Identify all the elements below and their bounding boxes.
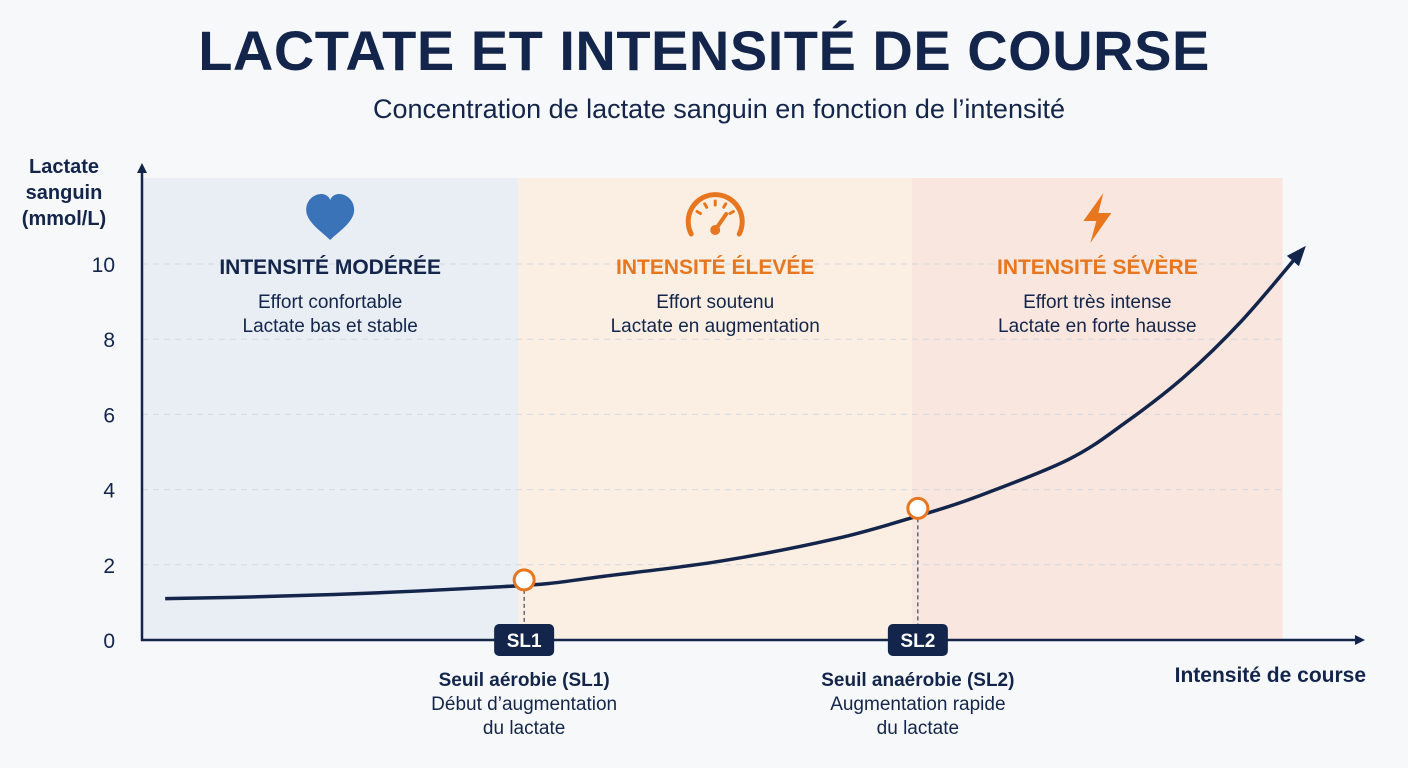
bolt-shape xyxy=(1083,193,1112,243)
zone-title: INTENSITÉ MODÉRÉE xyxy=(219,256,441,279)
y-tick-label: 6 xyxy=(103,404,115,427)
zone-description: Effort très intense xyxy=(1023,292,1172,313)
gauge-arc xyxy=(685,192,745,237)
zone-description: Lactate bas et stable xyxy=(243,316,418,337)
y-tick-label: 8 xyxy=(103,329,115,352)
y-axis-label: Lactate xyxy=(29,156,99,178)
y-tick-label: 4 xyxy=(103,480,115,503)
zone-description: Lactate en augmentation xyxy=(611,316,820,337)
chart-title: LACTATE ET INTENSITÉ DE COURSE xyxy=(198,19,1210,82)
threshold-badge-label: SL2 xyxy=(900,631,935,652)
threshold-marker xyxy=(906,496,930,520)
threshold-badge xyxy=(887,624,948,656)
zone-background xyxy=(142,178,519,640)
zone-description: Effort soutenu xyxy=(656,292,774,313)
lightning-icon xyxy=(1083,193,1112,243)
y-axis-label: (mmol/L) xyxy=(22,208,106,230)
y-axis-label: sanguin xyxy=(26,182,103,204)
gauge-tick xyxy=(695,210,702,215)
zone-background xyxy=(912,178,1283,640)
threshold-marker xyxy=(512,568,536,592)
lactate-curve xyxy=(165,245,1306,601)
threshold-description: Augmentation rapide xyxy=(830,694,1005,715)
threshold-description: du lactate xyxy=(877,718,959,739)
zone-description: Lactate en forte hausse xyxy=(998,316,1197,337)
gauge-tick xyxy=(728,210,735,215)
threshold-title: Seuil aérobie (SL1) xyxy=(439,670,610,691)
heart-icon xyxy=(306,194,355,240)
chart-subtitle: Concentration de lactate sanguin en fonc… xyxy=(373,94,1065,124)
x-axis-label: Intensité de course xyxy=(1175,664,1366,687)
speedometer-icon xyxy=(685,192,745,237)
heart-shape xyxy=(306,194,355,240)
zone-description: Effort confortable xyxy=(258,292,402,313)
zone-title: INTENSITÉ ÉLEVÉE xyxy=(616,256,814,279)
zone-title: INTENSITÉ SÉVÈRE xyxy=(997,256,1198,279)
y-tick-label: 2 xyxy=(103,555,115,578)
threshold-description: Début d’augmentation xyxy=(431,694,617,715)
y-tick-label: 10 xyxy=(92,254,115,277)
threshold-badge xyxy=(494,624,555,656)
gauge-tick xyxy=(722,202,728,209)
zone-background xyxy=(518,178,913,640)
threshold-badge-label: SL1 xyxy=(507,631,542,652)
gauge-tick xyxy=(703,202,709,209)
threshold-description: du lactate xyxy=(483,718,565,739)
gauge-hub xyxy=(710,225,721,235)
threshold-title: Seuil anaérobie (SL2) xyxy=(821,670,1014,691)
y-tick-label: 0 xyxy=(103,630,115,653)
